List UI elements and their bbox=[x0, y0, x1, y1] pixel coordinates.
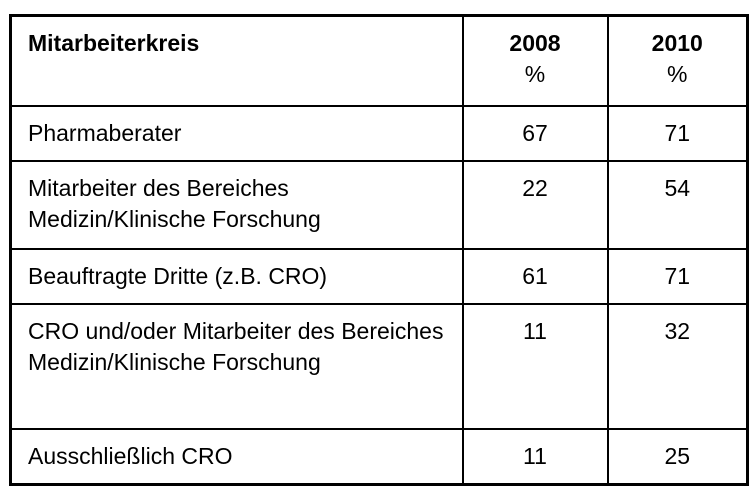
table-row: Mitarbeiter des Bereiches Medizin/Klinis… bbox=[9, 159, 749, 250]
row-label: Ausschließlich CRO bbox=[9, 427, 464, 485]
row-label: Mitarbeiter des Bereiches Medizin/Klinis… bbox=[9, 159, 464, 250]
header-2008-year: 2008 bbox=[509, 30, 561, 56]
header-2010-year: 2010 bbox=[651, 30, 703, 56]
row-label: CRO und/oder Mitarbeiter des Bereiches M… bbox=[9, 302, 464, 430]
table-row: Beauftragte Dritte (z.B. CRO) 61 71 bbox=[9, 247, 749, 305]
value-2010: 32 bbox=[606, 302, 749, 430]
value-2010: 71 bbox=[606, 104, 749, 162]
value-2010: 71 bbox=[606, 247, 749, 305]
value-2008: 22 bbox=[461, 159, 609, 250]
table-row: Ausschließlich CRO 11 25 bbox=[9, 427, 749, 485]
header-2010-unit: % bbox=[667, 61, 688, 87]
row-label: Beauftragte Dritte (z.B. CRO) bbox=[9, 247, 464, 305]
table-row: CRO und/oder Mitarbeiter des Bereiches M… bbox=[9, 302, 749, 430]
value-2008: 67 bbox=[461, 104, 609, 162]
header-2008: 2008 % bbox=[461, 14, 609, 107]
value-2010: 25 bbox=[606, 427, 749, 485]
header-2010: 2010 % bbox=[606, 14, 749, 107]
table-row: Pharmaberater 67 71 bbox=[9, 104, 749, 162]
header-mitarbeiterkreis: Mitarbeiterkreis bbox=[9, 14, 464, 107]
value-2010: 54 bbox=[606, 159, 749, 250]
mitarbeiterkreis-table: Mitarbeiterkreis 2008 % 2010 % Pharmaber… bbox=[9, 14, 749, 486]
value-2008: 61 bbox=[461, 247, 609, 305]
row-label: Pharmaberater bbox=[9, 104, 464, 162]
header-2008-unit: % bbox=[524, 61, 546, 87]
value-2008: 11 bbox=[461, 302, 609, 430]
value-2008: 11 bbox=[461, 427, 609, 485]
table-header-row: Mitarbeiterkreis 2008 % 2010 % bbox=[9, 14, 749, 107]
